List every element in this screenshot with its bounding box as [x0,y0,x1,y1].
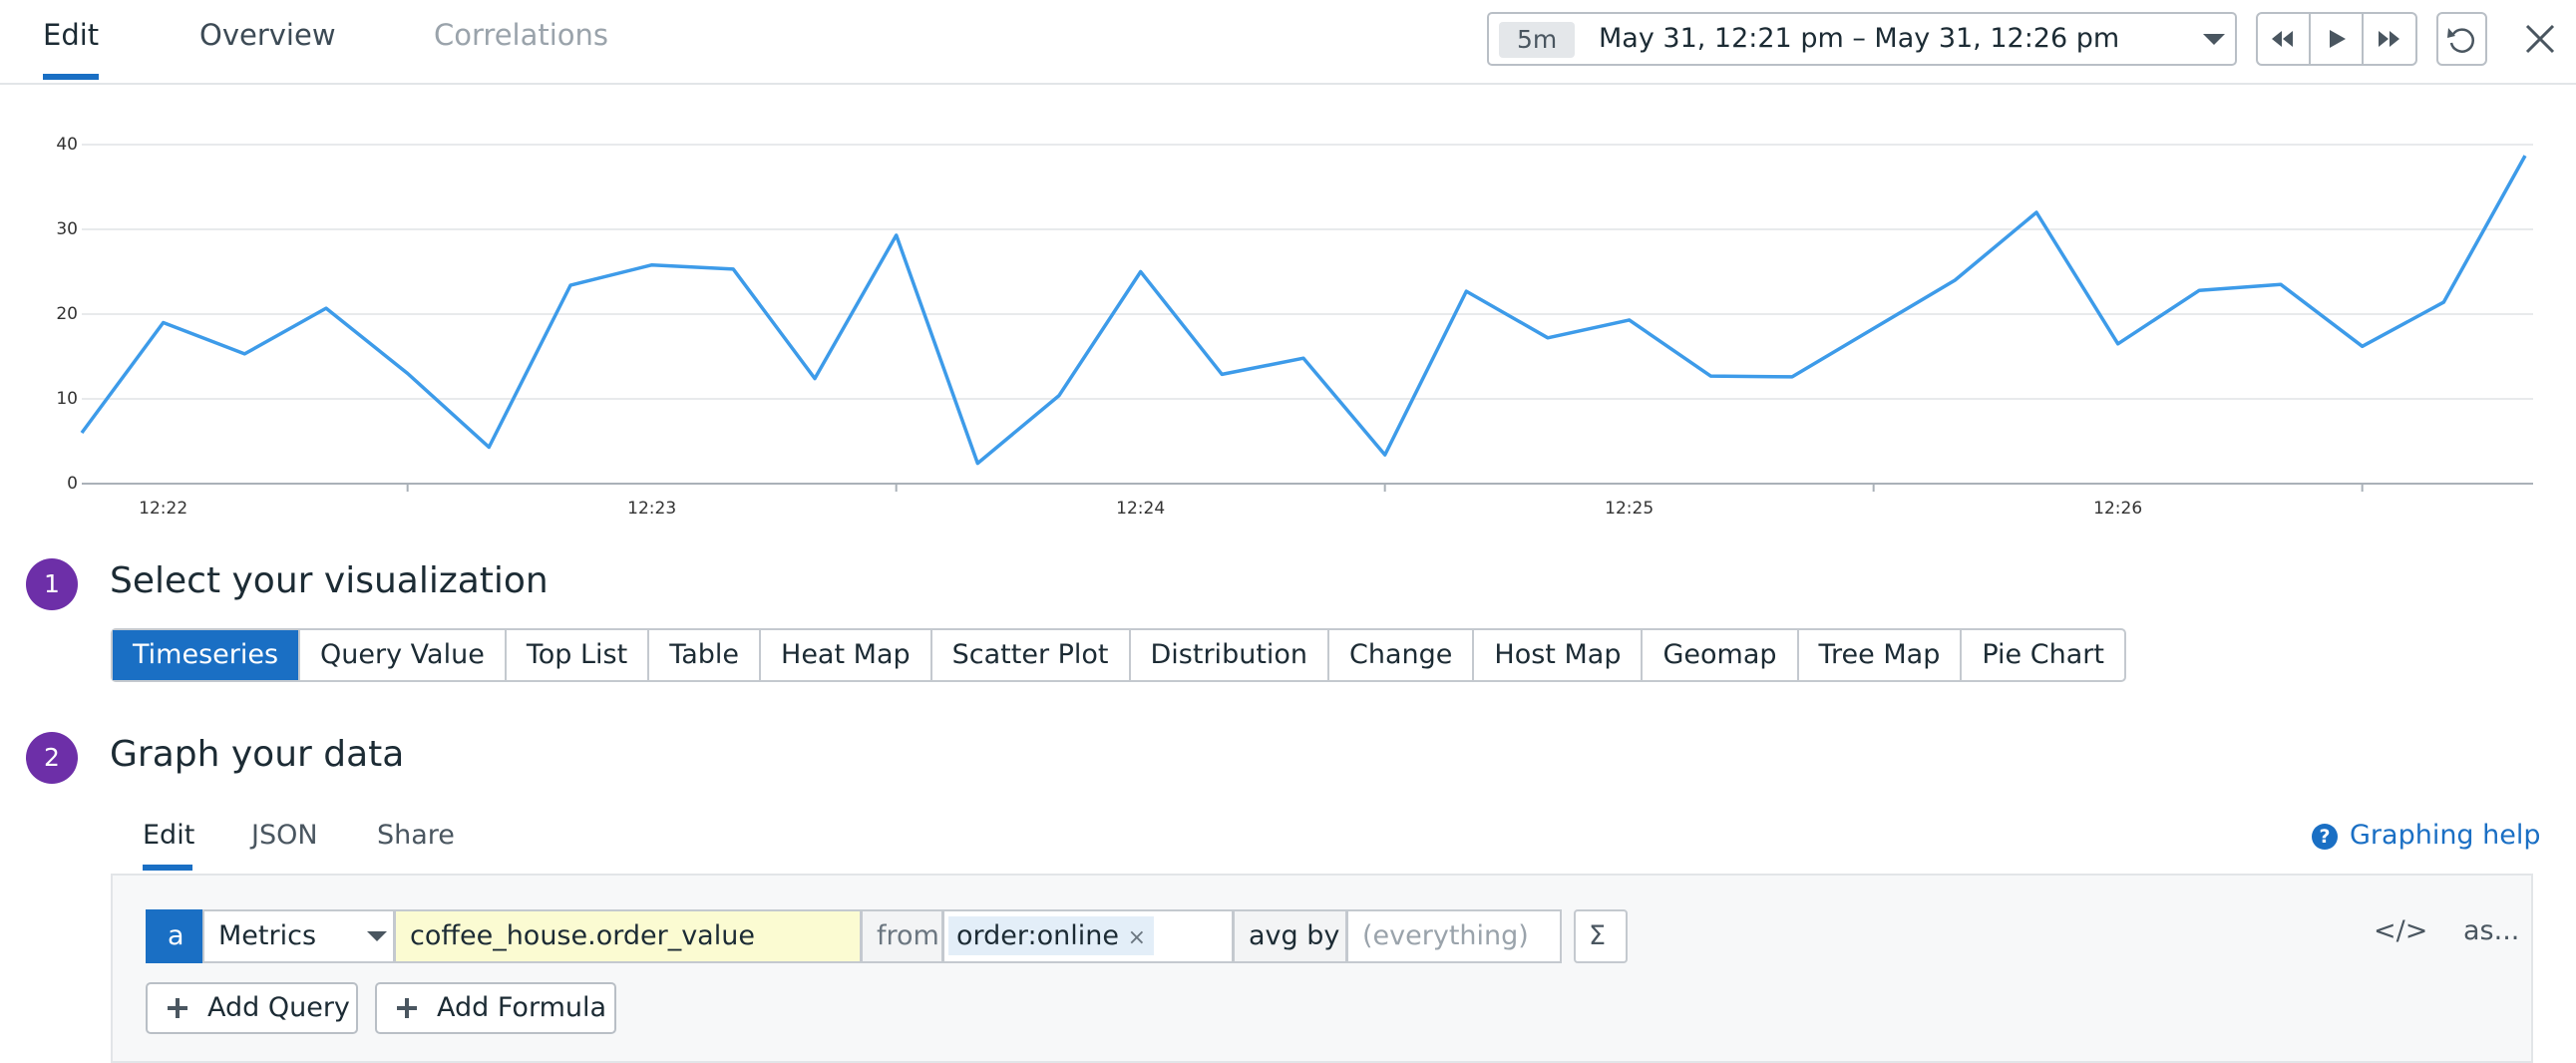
step-title: Graph your data [110,734,405,775]
tag-chip: order:online × [948,916,1155,955]
x-tick-label: 12:23 [627,499,676,519]
x-tick-label: 12:25 [1605,499,1654,519]
editor-tab[interactable]: JSON [251,820,318,851]
visualization-option[interactable]: Query Value [300,630,507,680]
step-number: 2 [26,732,78,784]
from-label: from [861,909,943,963]
tag-field[interactable]: order:online × [942,909,1234,963]
visualization-option[interactable]: Scatter Plot [932,630,1131,680]
x-tick-label: 12:24 [1116,499,1165,519]
dropdown-arrow [2203,34,2225,45]
alias-field[interactable]: as... [2463,915,2520,946]
y-tick-label: 30 [56,219,78,239]
add-formula-button[interactable]: Add Formula [375,982,616,1034]
visualization-option[interactable]: Pie Chart [1982,639,2104,670]
editor-tab[interactable]: Edit [143,820,195,851]
dropdown-arrow [367,931,387,941]
step-number: 1 [26,558,78,610]
plus-icon [168,998,187,1018]
y-tick-label: 40 [56,135,78,155]
button-label: Add Query [207,992,350,1023]
tab-underline [43,74,99,80]
help-icon: ? [2312,824,2338,850]
graphing-help-link[interactable]: Graphing help [2350,820,2541,851]
line-series [80,155,2527,466]
visualization-option[interactable]: Top List [507,630,650,680]
close-button[interactable] [2523,22,2557,56]
formula-button[interactable]: Σ [1574,909,1628,963]
y-tick-label: 20 [56,304,78,324]
time-range: May 31, 12:21 pm – May 31, 12:26 pm [1599,23,2120,54]
time-picker[interactable]: 5m May 31, 12:21 pm – May 31, 12:26 pm [1487,12,2237,66]
visualization-option[interactable]: Table [649,630,762,680]
visualization-option[interactable]: Tree Map [1799,630,1963,680]
query-name: a [146,909,203,963]
query-panel [111,874,2533,1063]
visualization-option[interactable]: Host Map [1474,630,1644,680]
tab-underline [143,865,192,871]
step-title: Select your visualization [110,560,549,601]
visualization-option[interactable]: Distribution [1131,630,1330,680]
tab[interactable]: Correlations [434,18,609,52]
plus-icon [397,998,417,1018]
time-span: 5m [1499,22,1576,58]
add-query-button[interactable]: Add Query [146,982,358,1034]
aggregation-label: avg by [1233,909,1347,963]
editor-tab[interactable]: Share [377,820,455,851]
time-controls [2256,12,2487,66]
metric-field[interactable]: coffee_house.order_value [394,909,862,963]
source-select[interactable]: Metrics [202,909,395,963]
x-tick-label: 12:22 [139,499,187,519]
visualization-option[interactable]: Geomap [1643,630,1799,680]
tag-remove[interactable]: × [1127,925,1147,950]
header-divider [0,83,2576,85]
y-tick-label: 0 [67,474,78,494]
code-toggle[interactable]: </> [2374,915,2428,946]
visualization-option[interactable]: Change [1329,630,1475,680]
button-label: Add Formula [437,992,607,1023]
tab[interactable]: Edit [43,18,100,52]
tag: order:online [956,920,1119,951]
x-tick-label: 12:26 [2093,499,2142,519]
y-tick-label: 10 [56,389,78,409]
chart: 0 10 20 30 40 12:22 12:23 12:24 12:25 12:26 [56,135,2533,519]
tab[interactable]: Overview [199,18,336,52]
visualization-option[interactable]: Heat Map [761,630,932,680]
visualization-option[interactable]: Timeseries [113,630,301,680]
visualization-picker: Timeseries Query Value Top List Table Heat M… [111,628,2126,682]
group-field[interactable]: (everything) [1346,909,1562,963]
